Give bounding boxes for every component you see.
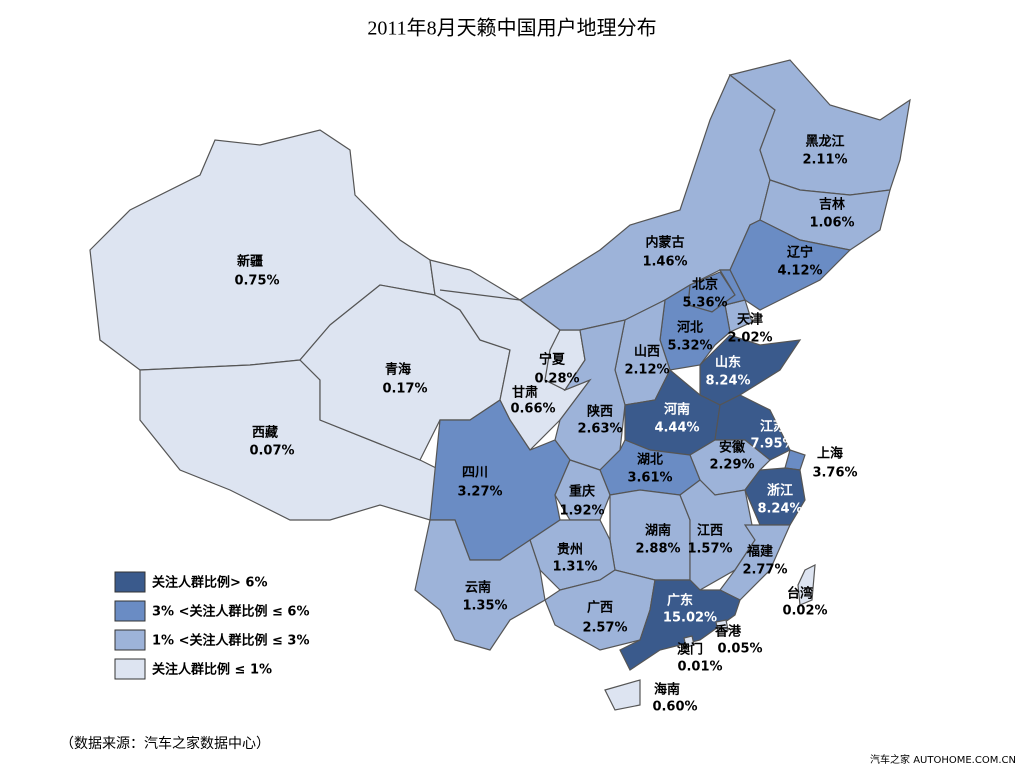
province-name: 山东 <box>715 355 741 371</box>
province-value: 0.01% <box>677 660 722 675</box>
province-value: 0.75% <box>234 274 279 289</box>
province-name: 天津 <box>737 312 763 328</box>
province <box>619 579 741 671</box>
province-value: 2.02% <box>727 331 772 346</box>
province-name: 安徽 <box>719 440 746 456</box>
province-name: 宁夏 <box>539 352 566 368</box>
province <box>784 449 806 471</box>
legend-swatch <box>114 629 146 651</box>
province-value: 0.05% <box>717 642 762 657</box>
province-name: 台湾 <box>787 586 813 602</box>
province-name: 海南 <box>654 682 680 698</box>
province-name: 吉林 <box>819 197 845 213</box>
province-value: 1.46% <box>642 255 687 270</box>
province-value: 0.07% <box>249 444 294 459</box>
title: 2011年8月天籁中国用户地理分布 <box>367 17 656 40</box>
province-name: 新疆 <box>237 254 263 270</box>
province-value: 0.60% <box>652 700 697 715</box>
province-value: 4.12% <box>777 264 822 279</box>
legend-label: 关注人群比例> 6% <box>152 575 268 591</box>
province <box>729 219 852 311</box>
province-name: 内蒙古 <box>645 235 684 251</box>
province-name: 福建 <box>746 544 773 560</box>
legend-swatch <box>114 600 146 622</box>
legend-label: 1% <关注人群比例 ≤ 3% <box>152 633 310 649</box>
legend-label: 关注人群比例 ≤ 1% <box>152 662 272 678</box>
province-name: 澳门 <box>677 642 703 658</box>
province-name: 重庆 <box>569 484 595 500</box>
province-value: 2.11% <box>802 153 847 168</box>
province-name: 河北 <box>677 320 703 336</box>
province-name: 上海 <box>817 446 843 462</box>
province-value: 2.77% <box>742 563 787 578</box>
province-name: 广西 <box>587 600 613 616</box>
province-value: 0.02% <box>782 604 827 619</box>
province-name: 香港 <box>714 624 742 640</box>
province <box>744 467 806 526</box>
province-value: 2.88% <box>635 542 680 557</box>
province-name: 广东 <box>667 593 693 609</box>
province-value: 7.95% <box>750 437 795 452</box>
province-value: 3.76% <box>812 466 857 481</box>
province-value: 4.44% <box>654 421 699 436</box>
province-name: 辽宁 <box>787 245 813 261</box>
province-value: 2.29% <box>709 458 754 473</box>
province <box>604 679 641 711</box>
province-value: 8.24% <box>705 374 750 389</box>
source: （数据来源：汽车之家数据中心） <box>60 735 270 752</box>
legend-swatch <box>114 658 146 680</box>
province-name: 陕西 <box>587 404 613 420</box>
province-value: 0.66% <box>510 402 555 417</box>
province <box>659 269 746 371</box>
province-value: 3.27% <box>457 485 502 500</box>
province-name: 湖南 <box>645 523 671 539</box>
province-value: 2.57% <box>582 621 627 636</box>
province-name: 江苏 <box>760 419 786 435</box>
province-value: 8.24% <box>757 502 802 517</box>
province-value: 1.31% <box>552 560 597 575</box>
province-name: 北京 <box>692 277 718 293</box>
province <box>797 563 816 606</box>
province-name: 西藏 <box>252 425 278 441</box>
province-name: 青海 <box>385 362 411 378</box>
province-value: 0.28% <box>534 372 579 387</box>
province-name: 云南 <box>465 580 491 596</box>
province-name: 贵州 <box>557 542 583 558</box>
province <box>715 619 729 633</box>
legend-label: 3% <关注人群比例 ≤ 6% <box>152 604 310 620</box>
province-value: 1.35% <box>462 599 507 614</box>
province-name: 浙江 <box>767 483 793 499</box>
watermark: 汽车之家 AUTOHOME.COM.CN <box>870 753 1016 766</box>
province-name: 黑龙江 <box>805 134 844 150</box>
province-value: 1.57% <box>687 542 732 557</box>
province <box>683 635 695 648</box>
province-name: 四川 <box>462 466 488 481</box>
province-name: 湖北 <box>637 453 663 468</box>
legend-swatch <box>114 571 146 593</box>
province-value: 15.02% <box>663 611 717 626</box>
province-name: 甘肃 <box>512 385 538 401</box>
province-name: 江西 <box>697 523 723 539</box>
province-value: 1.92% <box>559 504 604 519</box>
province-value: 1.06% <box>809 216 854 231</box>
province-value: 5.36% <box>682 296 727 311</box>
province-name: 山西 <box>634 344 660 360</box>
province-name: 河南 <box>664 402 690 418</box>
province-value: 0.17% <box>382 382 427 397</box>
province-value: 2.63% <box>577 422 622 437</box>
province-value: 3.61% <box>627 471 672 486</box>
province-value: 5.32% <box>667 339 712 354</box>
province-value: 2.12% <box>624 363 669 378</box>
